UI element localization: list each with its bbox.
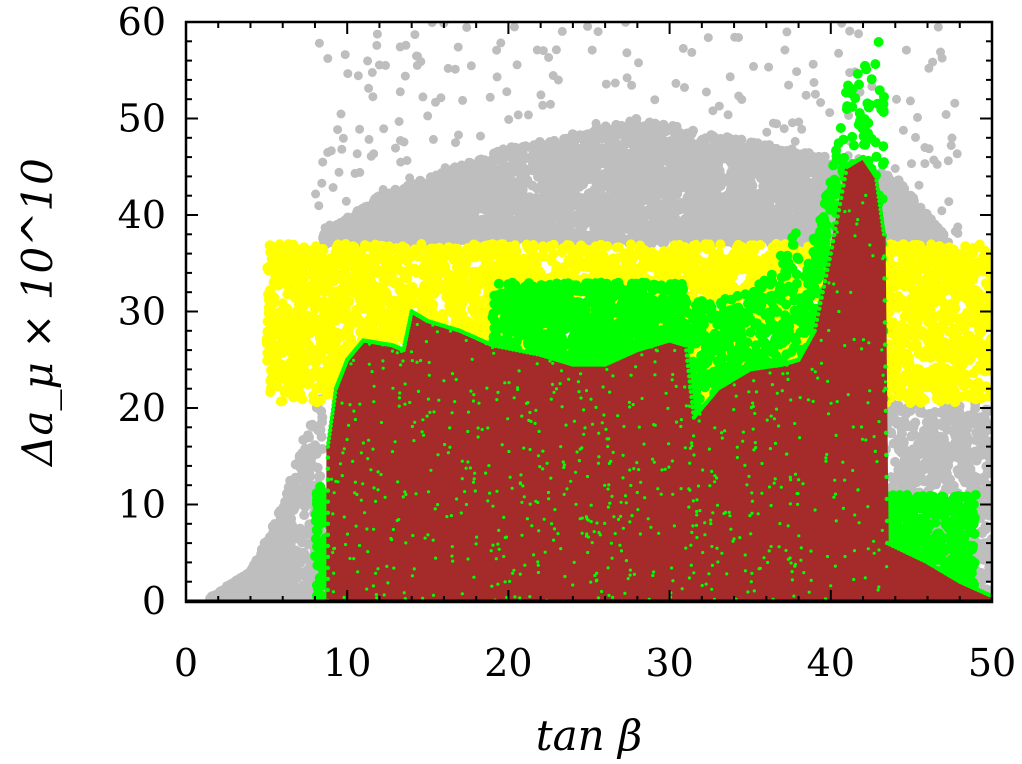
gray-data-point	[298, 473, 308, 484]
gray-data-point	[280, 534, 291, 545]
gray-data-point	[777, 207, 788, 217]
gray-data-point	[352, 207, 363, 218]
gray-data-point	[308, 450, 319, 461]
gray-data-point	[589, 214, 600, 225]
gray-data-point	[299, 510, 310, 521]
gray-data-point	[317, 417, 327, 428]
gray-data-point	[296, 498, 307, 509]
gray-data-point	[778, 216, 789, 227]
gray-data-point	[307, 419, 318, 430]
gray-data-point	[638, 171, 649, 182]
gray-data-point	[277, 554, 288, 565]
gray-data-point	[604, 207, 615, 218]
gray-data-point	[442, 170, 453, 181]
gray-data-point	[610, 132, 620, 143]
gray-data-point	[706, 144, 717, 155]
gray-data-point	[770, 145, 780, 156]
gray-data-point	[295, 487, 306, 498]
gray-data-point	[641, 205, 652, 216]
gray-data-point	[242, 576, 253, 587]
gray-data-point	[766, 206, 777, 217]
gray-data-point	[919, 210, 930, 220]
gray-data-point	[297, 448, 308, 459]
gray-data-point	[798, 153, 809, 164]
gray-data-point	[576, 155, 587, 166]
gray-data-point	[819, 151, 830, 162]
gray-data-point	[736, 176, 747, 187]
gray-data-point	[580, 143, 591, 153]
gray-data-point	[275, 509, 286, 520]
gray-data-point	[559, 176, 570, 187]
gray-data-point	[289, 527, 300, 538]
gray-data-point	[791, 163, 802, 174]
gray-data-point	[641, 137, 652, 148]
gray-data-point	[724, 133, 734, 144]
data-points-layer	[205, 22, 992, 602]
gray-data-point	[431, 222, 442, 233]
gray-data-point	[561, 190, 571, 201]
gray-data-point	[283, 482, 294, 493]
gray-data-point	[265, 550, 276, 561]
gray-data-point	[545, 199, 556, 209]
gray-data-point	[407, 183, 418, 194]
gray-data-point	[551, 143, 561, 154]
gray-data-point	[268, 534, 279, 545]
gray-data-point	[243, 568, 254, 579]
gray-data-point	[422, 196, 433, 207]
gray-data-point	[799, 184, 810, 195]
gray-data-point	[425, 172, 436, 183]
gray-data-point	[408, 204, 419, 215]
gray-data-point	[516, 218, 527, 229]
gray-data-point	[246, 587, 256, 598]
gray-data-point	[294, 459, 305, 470]
gray-data-point	[790, 189, 801, 200]
gray-data-point	[291, 587, 302, 598]
gray-data-point	[422, 213, 433, 224]
gray-data-point	[472, 166, 483, 177]
gray-data-point	[620, 137, 631, 148]
gray-data-point	[520, 141, 531, 152]
gray-data-point	[670, 169, 680, 180]
gray-data-point	[720, 153, 731, 164]
gray-data-point	[781, 173, 792, 184]
gray-data-point	[267, 521, 278, 532]
gray-data-point	[519, 153, 530, 164]
gray-data-point	[760, 180, 771, 191]
gray-data-point	[556, 155, 567, 166]
gray-data-point	[703, 153, 714, 164]
gray-data-point	[752, 168, 763, 179]
gray-data-point	[677, 132, 688, 143]
gray-data-point	[686, 180, 697, 191]
gray-data-point	[678, 143, 689, 154]
gray-data-point	[366, 205, 377, 216]
gray-data-point	[269, 584, 280, 595]
gray-data-point	[536, 142, 547, 153]
gray-data-point	[486, 223, 497, 234]
gray-data-point	[646, 219, 657, 230]
gray-data-point	[295, 557, 306, 568]
gray-data-point	[298, 434, 309, 445]
gray-data-point	[902, 219, 913, 230]
gray-data-point	[510, 152, 521, 163]
gray-data-point	[228, 578, 239, 589]
gray-data-point	[669, 125, 680, 136]
gray-data-point	[487, 167, 498, 178]
gray-data-point	[586, 204, 596, 215]
gray-data-point	[315, 471, 326, 482]
gray-data-point	[747, 141, 758, 152]
gray-data-point	[275, 567, 286, 577]
gray-data-point	[518, 175, 528, 186]
gray-data-point	[725, 174, 736, 185]
gray-data-point	[495, 185, 506, 196]
gray-data-point	[628, 146, 639, 157]
gray-data-point	[296, 549, 306, 560]
gray-data-point	[300, 586, 310, 597]
gray-data-point	[747, 157, 758, 168]
gray-data-point	[282, 583, 293, 594]
gray-data-point	[570, 164, 581, 175]
